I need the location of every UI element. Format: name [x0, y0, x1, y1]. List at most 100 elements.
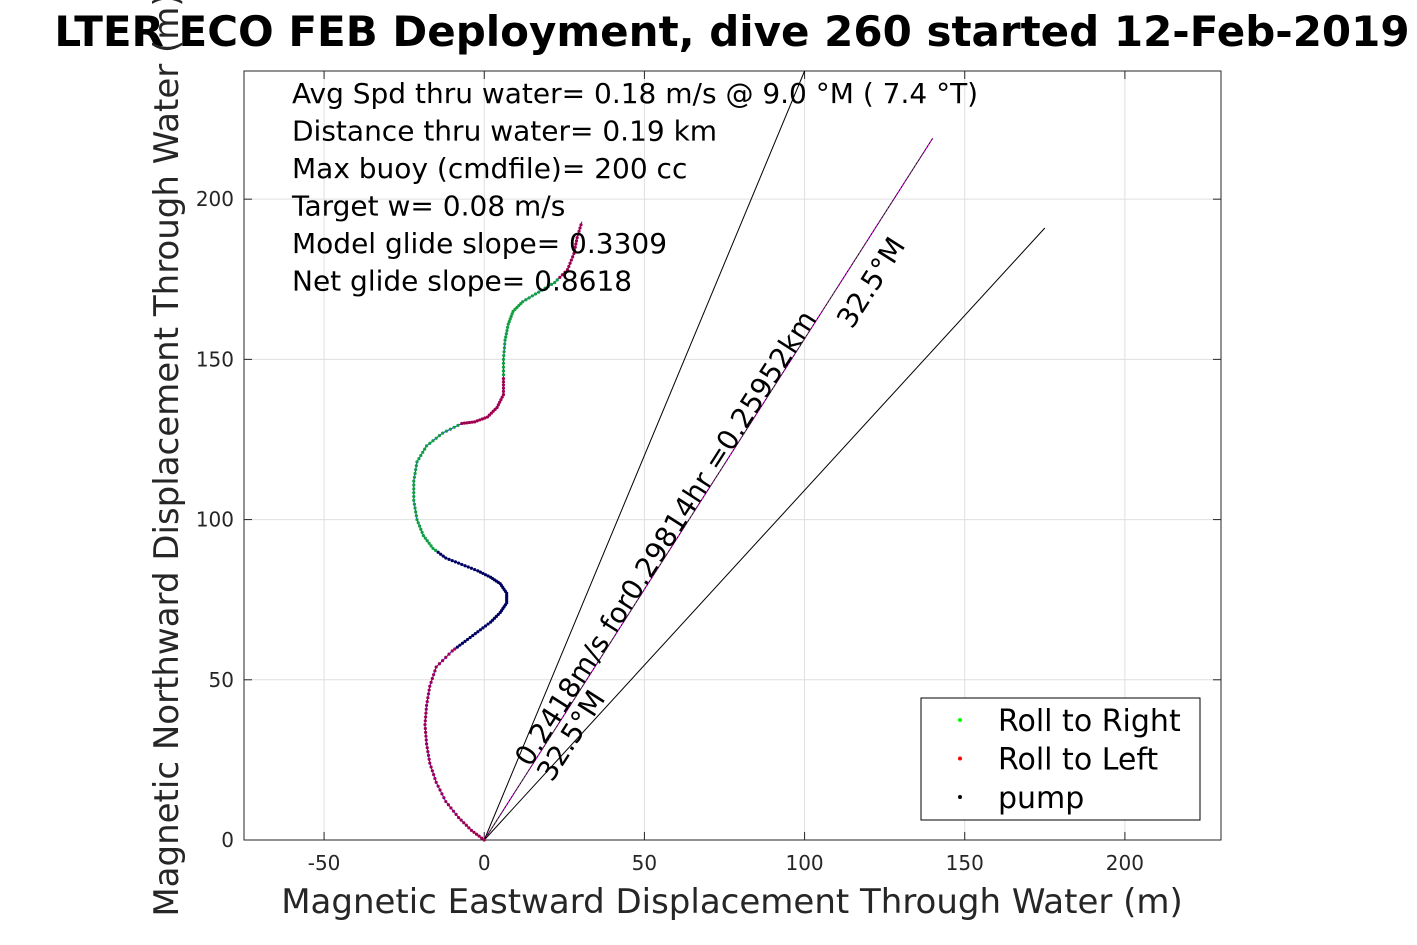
track-point: [419, 527, 423, 531]
info-text-block: Avg Spd thru water= 0.18 m/s @ 9.0 °M ( …: [291, 77, 978, 298]
track-point: [447, 652, 451, 656]
track-point: [414, 464, 418, 468]
track-point: [439, 552, 443, 556]
track-point: [444, 655, 448, 659]
track-point: [502, 350, 506, 354]
track-point: [498, 400, 502, 404]
track-point: [425, 539, 429, 543]
track-point: [466, 565, 470, 569]
track-point: [460, 641, 465, 645]
info-line: Target w= 0.08 m/s: [291, 190, 565, 223]
track-point: [540, 288, 544, 292]
track-point: [430, 676, 434, 681]
track-point: [464, 823, 468, 827]
x-tick-label: 50: [632, 851, 657, 875]
track-point: [553, 280, 557, 285]
track-point: [558, 275, 562, 279]
track-point: [427, 757, 431, 761]
track-point: [417, 457, 421, 461]
track-point: [458, 643, 462, 647]
track-point: [429, 680, 433, 684]
track-point: [486, 622, 490, 626]
track-point: [478, 628, 483, 632]
track-point: [428, 684, 432, 688]
track-point: [503, 338, 507, 342]
heading-annotation-upper: 32.5°M: [830, 231, 912, 333]
track-point: [504, 332, 508, 336]
track-point: [424, 742, 429, 746]
track-point: [457, 561, 461, 565]
track-point: [546, 284, 550, 288]
track-point: [421, 534, 425, 538]
track-point: [510, 312, 514, 316]
track-point: [444, 799, 448, 804]
track-point: [476, 630, 480, 634]
track-point: [501, 373, 506, 377]
track-point: [463, 639, 467, 643]
track-point: [423, 447, 427, 451]
track-point: [476, 569, 480, 573]
track-point: [428, 761, 432, 765]
track-point: [508, 317, 512, 321]
track-point: [463, 564, 467, 568]
track-point: [457, 815, 461, 820]
track-point: [424, 444, 429, 448]
track-point: [468, 635, 472, 640]
track-point: [575, 236, 579, 240]
track-point: [444, 429, 449, 433]
track-point: [427, 688, 431, 692]
track-point: [424, 703, 429, 708]
plot-area: [243, 70, 1222, 841]
track-point: [424, 734, 428, 738]
track-point: [501, 377, 506, 381]
track-point: [533, 292, 538, 296]
track-point: [501, 369, 506, 373]
track-point: [506, 325, 510, 329]
track-point: [438, 788, 442, 792]
track-point: [462, 821, 466, 825]
track-point: [450, 649, 454, 653]
track-point: [565, 268, 570, 272]
track-point: [569, 258, 573, 262]
track-point: [576, 232, 580, 237]
legend-label: Roll to Left: [998, 743, 1158, 778]
track-point: [462, 421, 466, 425]
center-dashed-line: [483, 138, 934, 841]
track-point: [474, 832, 479, 836]
track-point: [440, 792, 444, 796]
track-point: [424, 738, 428, 742]
track-point: [465, 421, 469, 425]
track-point: [434, 780, 438, 784]
track-point: [419, 453, 423, 458]
track-point: [573, 245, 577, 249]
track-point: [424, 707, 428, 711]
info-line: Model glide slope= 0.3309: [292, 227, 667, 260]
track-point: [412, 494, 416, 499]
legend-marker: [958, 795, 962, 799]
track-point: [572, 252, 576, 256]
track-point: [470, 420, 474, 424]
track-point: [480, 836, 484, 840]
track-point: [448, 427, 452, 431]
track-point: [425, 746, 429, 750]
y-axis-label: Magnetic Northward Displacement Through …: [147, 0, 187, 917]
track-point: [434, 436, 438, 440]
y-tick-label: 150: [196, 347, 234, 371]
x-tick-label: 200: [1106, 851, 1144, 875]
track-point: [472, 830, 476, 834]
track-point: [524, 298, 528, 302]
track-point: [568, 261, 572, 265]
axis-ticks: -50 0 50 100 150 200 0 50 100 150 200: [196, 71, 1221, 875]
track-point: [412, 498, 416, 502]
track-point: [412, 483, 416, 487]
track-point: [527, 296, 531, 300]
track-point: [530, 294, 534, 298]
track-point: [426, 749, 430, 754]
track-point: [475, 419, 479, 423]
track-point: [456, 423, 460, 427]
track-point: [483, 624, 488, 628]
track-point: [574, 239, 579, 243]
x-tick-label: 100: [785, 851, 823, 875]
track-point: [504, 335, 508, 339]
track-point: [467, 420, 472, 425]
